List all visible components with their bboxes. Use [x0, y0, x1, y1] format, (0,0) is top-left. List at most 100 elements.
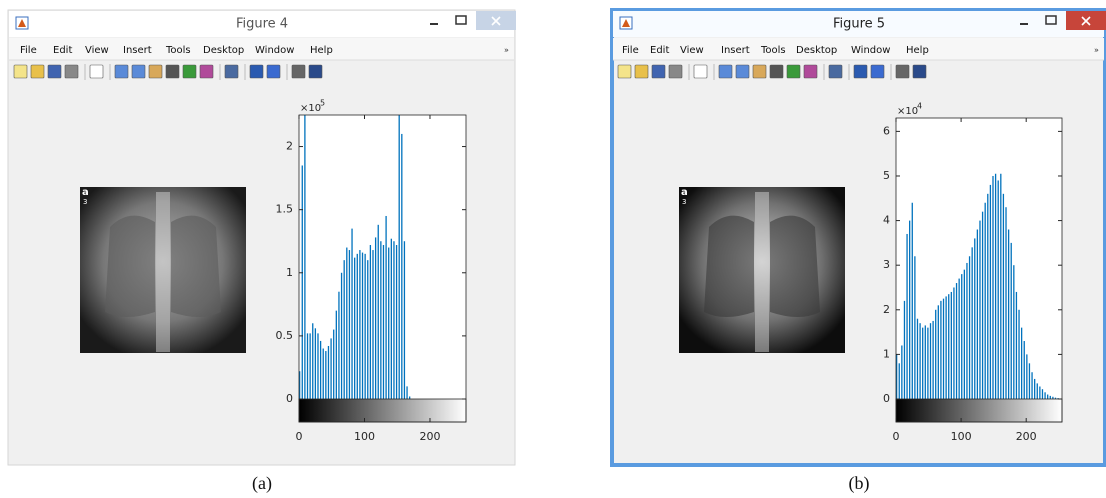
- menu-item[interactable]: View: [680, 45, 704, 56]
- histogram-bar: [1024, 341, 1025, 399]
- menu-item[interactable]: Insert: [123, 45, 152, 56]
- histogram-bar: [346, 248, 347, 399]
- histogram-bar: [307, 333, 308, 399]
- toolbar-button[interactable]: [719, 65, 732, 78]
- colorbar: [896, 399, 1062, 422]
- menu-item[interactable]: Window: [851, 45, 890, 56]
- menu-item[interactable]: Tools: [760, 45, 786, 56]
- toolbar-button[interactable]: [871, 65, 884, 78]
- histogram-bar: [351, 229, 352, 399]
- histogram-bar: [328, 346, 329, 399]
- histogram-bar: [930, 323, 931, 399]
- toolbar-button[interactable]: [65, 65, 78, 78]
- histogram-bar: [320, 341, 321, 399]
- menu-item[interactable]: Desktop: [796, 45, 837, 56]
- x-tick-label: 100: [354, 430, 375, 443]
- toolbar-button[interactable]: [292, 65, 305, 78]
- histogram-bar: [388, 248, 389, 399]
- y-exponent-power: 5: [320, 99, 325, 108]
- toolbar-button[interactable]: [896, 65, 909, 78]
- toolbar-button[interactable]: [183, 65, 196, 78]
- menu-item[interactable]: Window: [255, 45, 294, 56]
- y-exponent-base: ×10: [300, 103, 321, 114]
- toolbar-button[interactable]: [309, 65, 322, 78]
- y-tick-label: 0.5: [276, 329, 294, 342]
- histogram-bar: [383, 245, 384, 399]
- histogram-bar: [943, 299, 944, 399]
- menu-item[interactable]: Help: [310, 45, 333, 56]
- toolbar-button[interactable]: [770, 65, 783, 78]
- menu-item[interactable]: File: [622, 45, 639, 56]
- menu-item[interactable]: Desktop: [203, 45, 244, 56]
- menu-item[interactable]: Insert: [721, 45, 750, 56]
- toolbar-button[interactable]: [132, 65, 145, 78]
- histogram-bar: [359, 250, 360, 399]
- toolbar-button[interactable]: [31, 65, 44, 78]
- histogram-bar: [372, 250, 373, 399]
- toolbar-button[interactable]: [854, 65, 867, 78]
- histogram-bar: [1013, 265, 1014, 399]
- histogram-bar: [315, 328, 316, 399]
- toolbar-button[interactable]: [753, 65, 766, 78]
- y-tick-label: 2: [286, 140, 293, 153]
- histogram-bar: [338, 292, 339, 399]
- toolbar-button[interactable]: [48, 65, 61, 78]
- menu-item[interactable]: Tools: [165, 45, 191, 56]
- histogram-bar: [401, 134, 402, 399]
- toolbar-button[interactable]: [225, 65, 238, 78]
- toolbar-button[interactable]: [694, 65, 707, 78]
- toolbar-button[interactable]: [652, 65, 665, 78]
- toolbar-button[interactable]: [736, 65, 749, 78]
- toolbar-button[interactable]: [804, 65, 817, 78]
- histogram-bar: [312, 323, 313, 399]
- histogram-bar: [1037, 383, 1038, 399]
- histogram-bar: [349, 250, 350, 399]
- histogram-bar: [998, 180, 999, 399]
- toolbar-button[interactable]: [267, 65, 280, 78]
- toolbar-button[interactable]: [115, 65, 128, 78]
- histogram-bar: [938, 305, 939, 399]
- toolbar-button[interactable]: [90, 65, 103, 78]
- histogram-bar: [1050, 396, 1051, 399]
- xray-spine: [755, 192, 769, 352]
- screenshot: Figure 4FileEditViewInsertToolsDesktopWi…: [0, 0, 1106, 498]
- histogram-bar: [1000, 174, 1001, 399]
- y-tick-label: 4: [883, 214, 890, 227]
- histogram-bar: [1008, 230, 1009, 399]
- menu-item[interactable]: View: [85, 45, 109, 56]
- histogram-bar: [972, 247, 973, 399]
- menu-item[interactable]: Edit: [650, 45, 669, 56]
- menu-item[interactable]: File: [20, 45, 37, 56]
- toolbar-button[interactable]: [669, 65, 682, 78]
- toolbar-button[interactable]: [913, 65, 926, 78]
- y-tick-label: 0: [883, 392, 890, 405]
- menu-item[interactable]: Edit: [53, 45, 72, 56]
- histogram-bar: [940, 301, 941, 399]
- histogram-bar: [961, 274, 962, 399]
- histogram-bar: [370, 245, 371, 399]
- menu-item[interactable]: Help: [906, 45, 929, 56]
- toolbar-button[interactable]: [14, 65, 27, 78]
- toolbar-button[interactable]: [166, 65, 179, 78]
- toolbar-button[interactable]: [635, 65, 648, 78]
- histogram-bar: [951, 292, 952, 399]
- histogram-bar: [1029, 363, 1030, 399]
- histogram-bar: [987, 194, 988, 399]
- histogram-bar: [901, 345, 902, 399]
- histogram-bar: [956, 283, 957, 399]
- histogram-bar: [404, 241, 405, 399]
- figure-caption: (b): [849, 473, 870, 494]
- histogram-bar: [990, 185, 991, 399]
- histogram-bar: [317, 333, 318, 399]
- toolbar-button[interactable]: [787, 65, 800, 78]
- histogram-bar: [945, 296, 946, 399]
- toolbar-button[interactable]: [149, 65, 162, 78]
- y-exponent-base: ×10: [897, 106, 918, 117]
- toolbar-button[interactable]: [829, 65, 842, 78]
- histogram-bar: [304, 115, 305, 399]
- toolbar-button[interactable]: [618, 65, 631, 78]
- histogram-bar: [1021, 328, 1022, 399]
- toolbar-button[interactable]: [200, 65, 213, 78]
- toolbar-button[interactable]: [250, 65, 263, 78]
- y-tick-label: 6: [883, 124, 890, 137]
